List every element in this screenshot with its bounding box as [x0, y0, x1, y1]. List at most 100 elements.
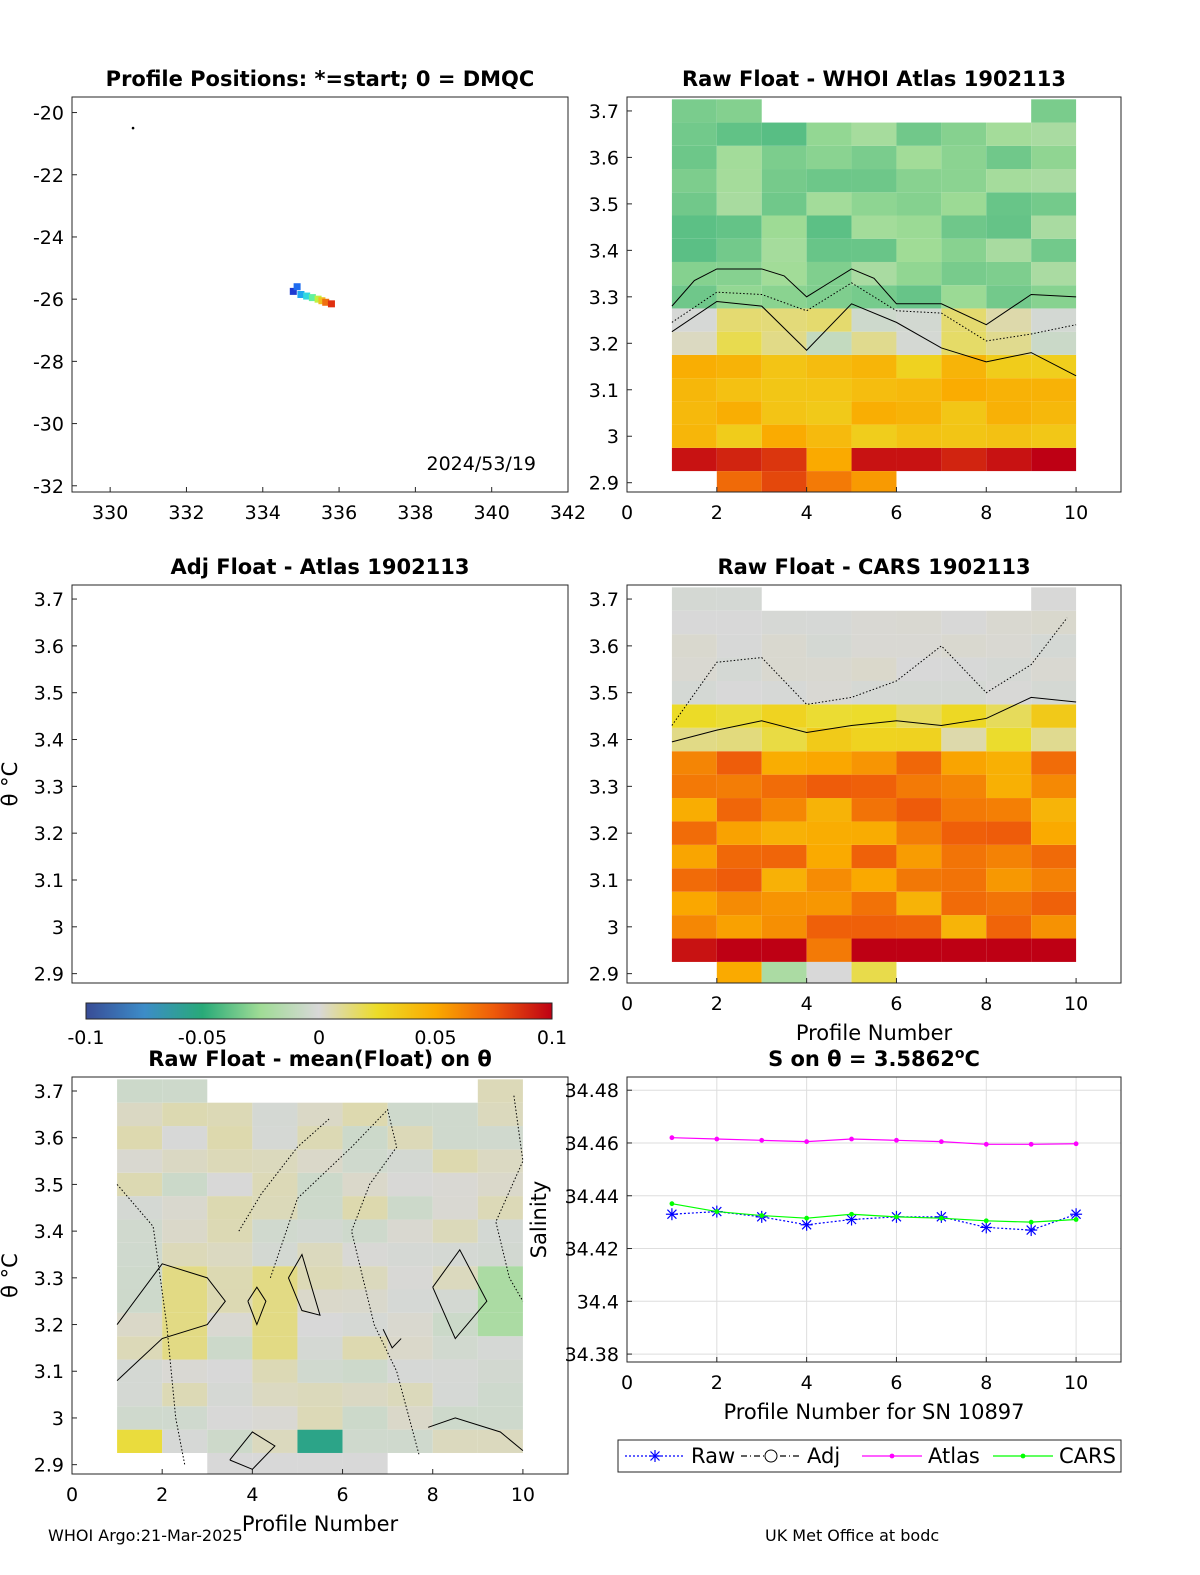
heatmap-cell [207, 1126, 253, 1150]
heatmap-cell [342, 1242, 388, 1267]
heatmap-cell [761, 192, 807, 216]
x-tick-label: 0 [66, 1484, 78, 1506]
heatmap-cell [986, 704, 1032, 728]
legend-label: Adj [807, 1444, 840, 1468]
y-tick-label: 2.9 [34, 1455, 64, 1477]
heatmap-cell [671, 798, 717, 822]
heatmap-cell [761, 610, 807, 635]
heatmap-cell [342, 1382, 388, 1407]
heatmap-cell [252, 1382, 298, 1407]
x-tick-label: 4 [801, 502, 813, 524]
heatmap-cell [806, 169, 852, 193]
heatmap-cell [432, 1196, 478, 1220]
heatmap-cell [851, 401, 897, 425]
heatmap-cell [761, 261, 807, 286]
heatmap-cell [851, 751, 897, 775]
heatmap-cell [671, 354, 717, 379]
y-tick-label: 2.9 [589, 473, 619, 495]
heatmap-cell [896, 401, 942, 425]
heatmap-cell [342, 1312, 388, 1337]
heatmap-cell [761, 727, 807, 752]
heatmap-cell [162, 1289, 208, 1313]
heatmap-cell [851, 680, 897, 705]
heatmap-cell [986, 122, 1032, 146]
heatmap-cell [297, 1102, 343, 1127]
heatmap-cell [986, 751, 1032, 775]
heatmap-cell [716, 727, 762, 752]
axes-frame-2 [626, 96, 1122, 493]
heatmap-cell [671, 751, 717, 775]
heatmap-cell [716, 192, 762, 216]
heatmap-cell [477, 1359, 523, 1383]
heatmap-cell [716, 891, 762, 916]
x-tick-label: 10 [511, 1484, 535, 1506]
heatmap-cell [342, 1102, 388, 1127]
x-tick-label: 0 [621, 502, 633, 524]
heatmap-cell [387, 1336, 433, 1360]
heatmap-cell [851, 727, 897, 752]
heatmap-cell [806, 891, 852, 916]
heatmap-cell [162, 1312, 208, 1337]
y-tick-label: 3.4 [589, 240, 619, 262]
heatmap-cell [941, 308, 987, 332]
heatmap-cell [387, 1172, 433, 1197]
heatmap-cell [716, 378, 762, 402]
heatmap-cell [761, 215, 807, 239]
heatmap-cell [896, 610, 942, 635]
heatmap-cell [117, 1149, 163, 1173]
heatmap-cell [986, 447, 1032, 472]
heatmap-cell [896, 308, 942, 332]
heatmap-cell [1031, 844, 1077, 869]
heatmap-cell [986, 401, 1032, 425]
heatmap-cell [896, 238, 942, 262]
heatmap-cell [671, 938, 717, 962]
heatmap-cell [761, 238, 807, 262]
x-tick-label: 6 [336, 1484, 348, 1506]
axes-frame-3 [71, 584, 569, 984]
heatmap-cell [477, 1126, 523, 1150]
contour-line [671, 696, 1077, 743]
heatmap-cell [896, 634, 942, 658]
heatmap-cell [432, 1149, 478, 1173]
heatmap-cell [162, 1242, 208, 1267]
heatmap-cell [716, 938, 762, 962]
heatmap-cell [986, 238, 1032, 262]
y-tick-label: 3.2 [34, 1315, 64, 1337]
heatmap-cell [986, 331, 1032, 355]
heatmap-cell [671, 424, 717, 448]
heatmap-cell [252, 1266, 298, 1290]
heatmap-cell [986, 680, 1032, 705]
heatmap-cell [986, 727, 1032, 752]
heatmap-cell [1031, 774, 1077, 799]
y-tick-label: 3.3 [34, 1268, 64, 1290]
heatmap-cell [716, 634, 762, 658]
heatmap-cell [117, 1079, 163, 1103]
heatmap-cell [342, 1336, 388, 1360]
heatmap-cell [297, 1219, 343, 1243]
heatmap-cell [477, 1102, 523, 1127]
heatmap-cell [117, 1102, 163, 1127]
data-point-raw [980, 1221, 993, 1234]
heatmap-cell [297, 1196, 343, 1220]
heatmap-cell [207, 1196, 253, 1220]
heatmap-cell [162, 1336, 208, 1360]
heatmap-cell [671, 587, 717, 611]
heatmap-cell [806, 634, 852, 658]
y-tick-label: 3.1 [34, 870, 64, 892]
heatmap-cell [806, 308, 852, 332]
y-tick-label: -24 [33, 227, 64, 249]
heatmap-cell [941, 145, 987, 170]
heatmap-cell [387, 1359, 433, 1383]
heatmap-cell [162, 1266, 208, 1290]
legend-label: Atlas [928, 1444, 980, 1468]
footer-right: UK Met Office at bodc [765, 1526, 940, 1545]
heatmap-cell [671, 680, 717, 705]
heatmap-cell [851, 447, 897, 472]
heatmap-cell [851, 961, 897, 983]
heatmap-cell [252, 1172, 298, 1197]
heatmap-cell [806, 424, 852, 448]
heatmap-cell [297, 1172, 343, 1197]
heatmap-cell [1031, 938, 1077, 962]
heatmap-cell [477, 1289, 523, 1313]
heatmap-cell [671, 308, 717, 332]
